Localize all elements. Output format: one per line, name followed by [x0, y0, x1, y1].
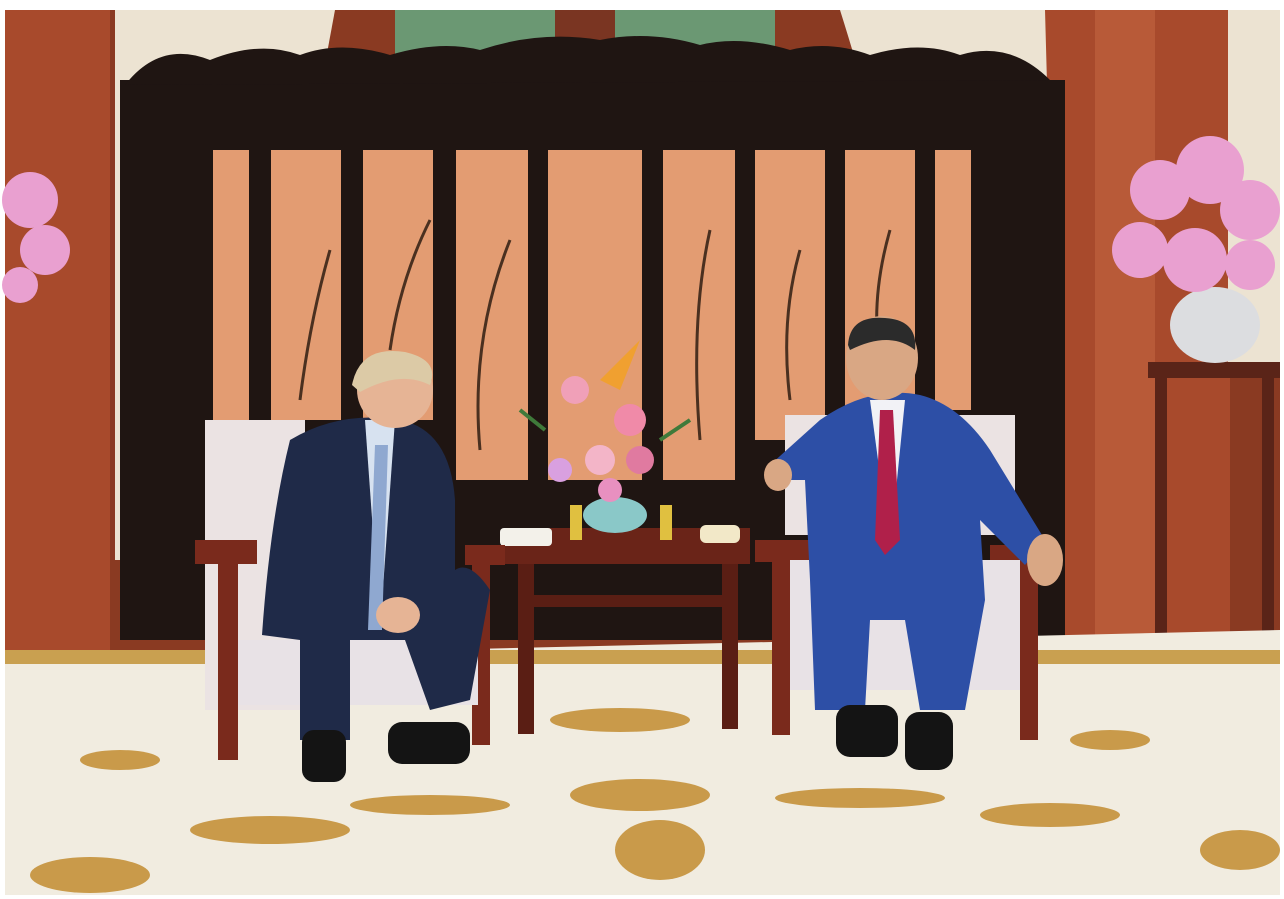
carpet-motif — [615, 820, 705, 880]
carpet-motif — [980, 803, 1120, 827]
branch — [298, 249, 332, 401]
hand — [764, 459, 792, 491]
orchids-right — [1112, 136, 1280, 292]
vase — [1170, 287, 1260, 363]
flower-arrangement — [518, 340, 692, 502]
screen-panel — [935, 150, 971, 410]
hair — [848, 317, 916, 350]
shoe — [836, 705, 898, 757]
table-rail — [534, 595, 722, 607]
stand-top — [1148, 362, 1280, 378]
suit — [770, 392, 1045, 710]
orchid — [1163, 228, 1227, 292]
orchid — [2, 172, 58, 228]
branch — [388, 219, 432, 351]
carpet-motif — [80, 750, 160, 770]
leaves — [518, 408, 692, 442]
orchid — [20, 225, 70, 275]
carpet-motif — [1070, 730, 1150, 750]
chair-leg — [772, 560, 790, 735]
bird-of-paradise — [600, 340, 640, 390]
carpet-pattern — [30, 708, 1280, 893]
tie — [875, 410, 900, 555]
stand-leg — [1155, 378, 1167, 643]
hair — [352, 350, 433, 392]
carpet-motif — [30, 857, 150, 893]
carpet-motif — [775, 788, 945, 808]
carpet-motif — [1200, 830, 1280, 870]
carpet-motif — [190, 816, 350, 844]
screen-panel — [271, 150, 341, 420]
carpet-motif — [350, 795, 510, 815]
shoe — [905, 712, 953, 770]
tea-cup — [700, 525, 740, 543]
carpet-motif — [550, 708, 690, 732]
flower — [585, 445, 615, 475]
stand-leg — [1262, 378, 1274, 643]
candle-holder — [660, 505, 672, 540]
screen-panel — [213, 150, 249, 430]
carpet-border — [5, 650, 1280, 664]
column-highlight — [1095, 10, 1155, 640]
branch — [695, 229, 712, 441]
orchid — [1130, 160, 1190, 220]
carpet-motif — [570, 779, 710, 811]
flower — [561, 376, 589, 404]
table-leg — [722, 564, 738, 729]
chair-leg — [218, 560, 238, 760]
chair-arm — [755, 540, 815, 562]
flower — [614, 404, 646, 436]
flower-bowl — [583, 497, 647, 533]
orchid — [1112, 222, 1168, 278]
orchid — [1176, 136, 1244, 204]
orchid — [1220, 180, 1280, 240]
chair-arm — [465, 545, 505, 565]
branch — [476, 239, 512, 451]
screen-panel — [456, 150, 528, 480]
person-left — [262, 350, 490, 782]
table-leg — [518, 564, 534, 734]
tie — [368, 445, 388, 630]
flower — [548, 458, 572, 482]
candle-holder — [570, 505, 582, 540]
orchids-left — [2, 172, 70, 303]
hand — [1027, 534, 1063, 586]
orchid — [1225, 240, 1275, 290]
shoe — [388, 722, 470, 764]
column — [5, 10, 110, 650]
hands — [376, 597, 420, 633]
flower — [626, 446, 654, 474]
screen-crest — [125, 36, 1050, 85]
flower — [598, 478, 622, 502]
tissue-box — [500, 528, 552, 546]
person-right — [764, 316, 1063, 770]
chair-leg — [1020, 565, 1038, 740]
shoe — [302, 730, 346, 782]
orchid — [2, 267, 38, 303]
branch — [785, 249, 802, 401]
